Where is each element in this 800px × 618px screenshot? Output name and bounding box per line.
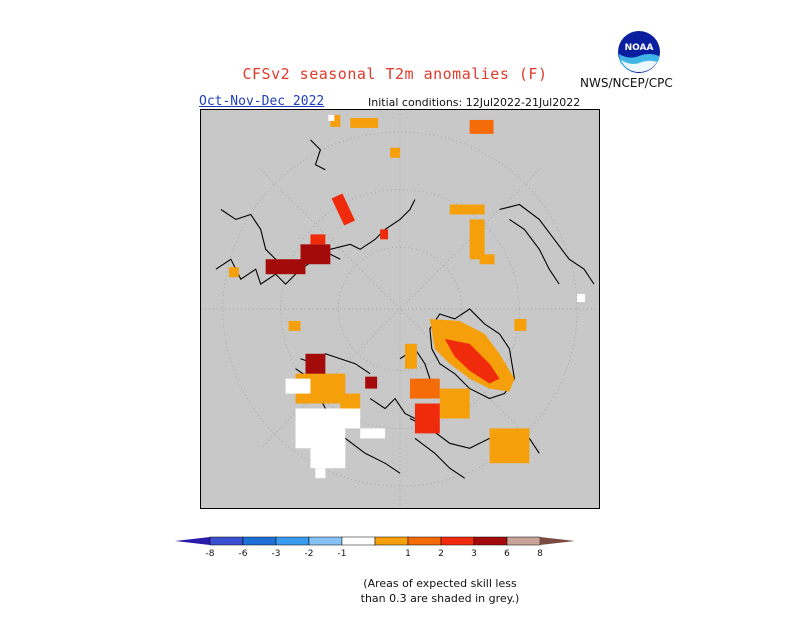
graticule bbox=[201, 110, 599, 508]
legend-tick-label: -1 bbox=[338, 549, 347, 559]
polar-map bbox=[200, 109, 600, 509]
legend-swatch bbox=[275, 536, 310, 546]
coastlines bbox=[215, 139, 595, 479]
legend-tick-label: -6 bbox=[239, 549, 248, 559]
legend-swatch bbox=[209, 536, 244, 546]
chart-title: CFSv2 seasonal T2m anomalies (F) bbox=[242, 65, 548, 83]
legend-arrow-left bbox=[175, 537, 210, 545]
legend-arrow-right bbox=[540, 537, 575, 545]
legend-swatch bbox=[374, 536, 409, 546]
agency-label: NWS/NCEP/CPC bbox=[580, 76, 673, 90]
legend-tick-label: -8 bbox=[206, 549, 215, 559]
legend-tick-label: 1 bbox=[405, 549, 411, 559]
skill-footnote: (Areas of expected skill less than 0.3 a… bbox=[340, 576, 540, 606]
initial-conditions: Initial conditions: 12Jul2022-21Jul2022 bbox=[368, 96, 581, 109]
legend-tick-label: 8 bbox=[537, 549, 543, 559]
legend-swatch bbox=[308, 536, 343, 546]
color-legend: -8 -6 -3 -2 -1 1 2 3 6 8 bbox=[175, 536, 575, 559]
legend-swatch bbox=[440, 536, 475, 546]
legend-tick-label: 6 bbox=[504, 549, 510, 559]
legend-tick-label: 3 bbox=[471, 549, 477, 559]
svg-text:NOAA: NOAA bbox=[625, 43, 654, 53]
legend-swatch bbox=[473, 536, 508, 546]
legend-swatch bbox=[407, 536, 442, 546]
legend-swatch bbox=[242, 536, 277, 546]
legend-swatch bbox=[506, 536, 541, 546]
forecast-period: Oct-Nov-Dec 2022 bbox=[199, 94, 325, 109]
legend-swatch bbox=[341, 536, 376, 546]
legend-tick-label: -3 bbox=[272, 549, 281, 559]
legend-tick-label: -2 bbox=[305, 549, 314, 559]
anomaly-patches bbox=[228, 114, 586, 479]
noaa-logo: NOAA bbox=[618, 31, 660, 73]
legend-tick-label: 2 bbox=[438, 549, 444, 559]
footnote-line-2: than 0.3 are shaded in grey.) bbox=[360, 592, 520, 605]
footnote-line-1: (Areas of expected skill less bbox=[363, 577, 517, 590]
legend-bar: -8 -6 -3 -2 -1 1 2 3 6 8 bbox=[175, 536, 575, 559]
